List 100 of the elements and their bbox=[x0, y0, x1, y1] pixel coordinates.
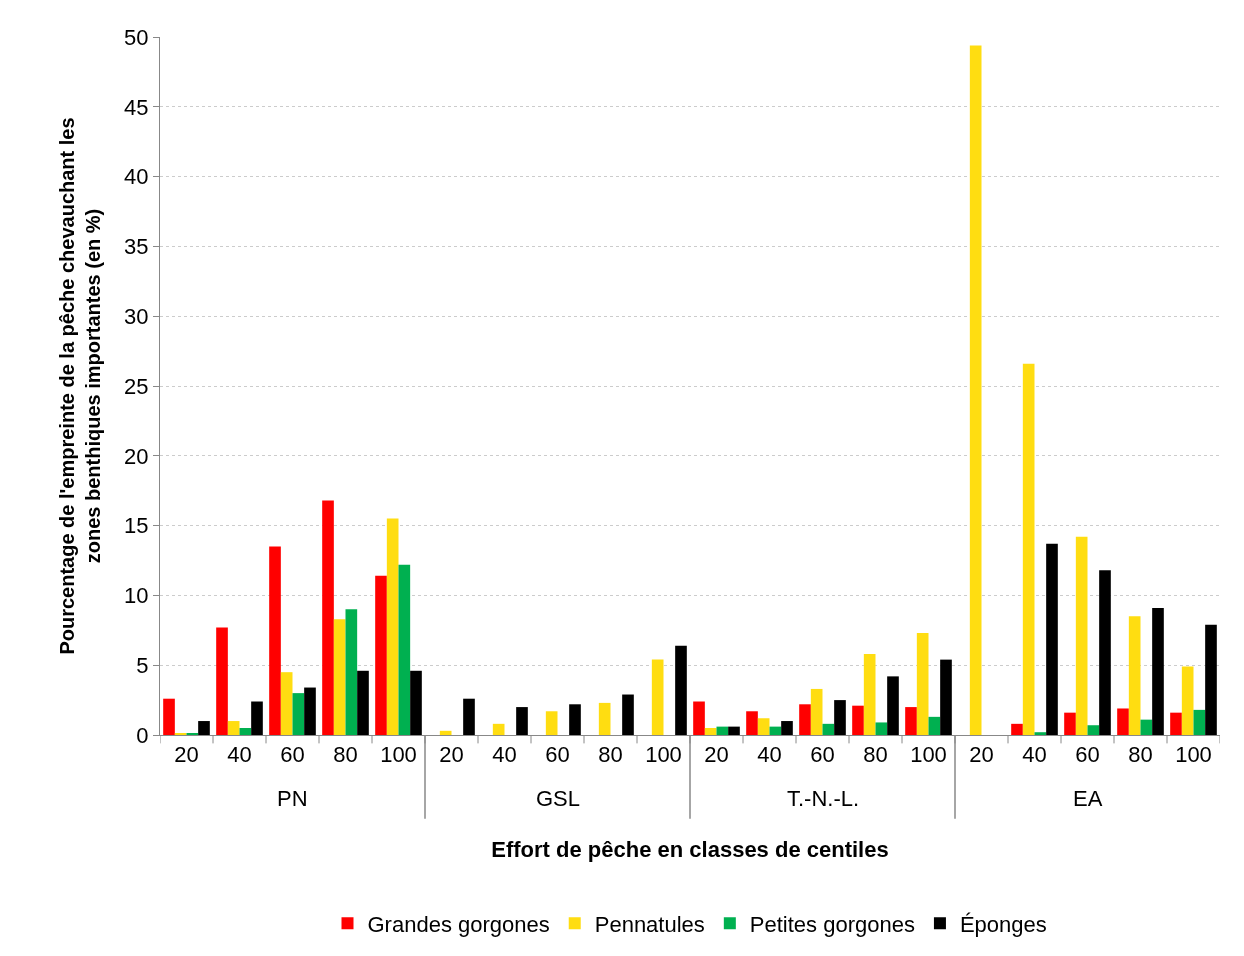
y-axis-title: Pourcentage de l'empreinte de la pêche chevauchant les zones benthiques importantes (en %) bbox=[55, 117, 104, 655]
bar bbox=[292, 693, 305, 735]
y-tick-label: 35 bbox=[124, 234, 149, 260]
text: T.-N.-L. bbox=[787, 786, 860, 811]
bar bbox=[1128, 616, 1141, 735]
bar bbox=[1022, 363, 1035, 735]
x-tick-label: 80 bbox=[1128, 742, 1153, 768]
x-tick-label: 20 bbox=[704, 742, 729, 768]
y-tick-label: 25 bbox=[124, 373, 149, 399]
bar bbox=[651, 659, 664, 735]
bar bbox=[398, 564, 411, 735]
bar bbox=[386, 518, 399, 735]
x-tick-label: 20 bbox=[439, 742, 464, 768]
bar bbox=[1140, 719, 1153, 735]
bar bbox=[875, 722, 888, 735]
bar bbox=[916, 633, 929, 735]
bar bbox=[357, 670, 369, 735]
x-tick-label: 40 bbox=[492, 742, 517, 768]
y-tick-label: 20 bbox=[124, 443, 149, 469]
bar bbox=[810, 688, 823, 735]
bar bbox=[333, 619, 346, 735]
x-tick-label: 80 bbox=[863, 742, 888, 768]
bar bbox=[940, 659, 952, 735]
bar bbox=[704, 728, 717, 735]
bar bbox=[969, 45, 982, 735]
bar bbox=[598, 702, 611, 735]
x-tick-label: 40 bbox=[757, 742, 782, 768]
bar bbox=[1034, 732, 1047, 735]
bar bbox=[251, 701, 263, 735]
text: GSL bbox=[536, 786, 581, 811]
bar bbox=[345, 609, 358, 735]
bar bbox=[1117, 708, 1129, 735]
x-axis-title: Effort de pêche en classes de centiles bbox=[491, 837, 889, 863]
bar bbox=[781, 721, 793, 735]
bar bbox=[1099, 570, 1111, 735]
x-tick-label: 60 bbox=[810, 742, 835, 768]
bar bbox=[887, 676, 899, 735]
bar bbox=[1046, 543, 1058, 735]
bar bbox=[834, 700, 846, 735]
bar bbox=[769, 726, 782, 735]
x-tick-label: 40 bbox=[227, 742, 252, 768]
bar bbox=[852, 705, 864, 735]
text: PN bbox=[277, 786, 308, 811]
bar bbox=[163, 698, 175, 735]
bar bbox=[622, 694, 634, 735]
bar bbox=[1087, 725, 1100, 735]
bar bbox=[375, 575, 387, 735]
x-tick-label: 100 bbox=[910, 742, 947, 768]
bar bbox=[1152, 607, 1164, 735]
bar bbox=[1170, 712, 1182, 735]
legend-label: Éponges bbox=[959, 911, 1047, 937]
bar bbox=[928, 716, 941, 735]
bar bbox=[1181, 666, 1194, 735]
y-tick-label: 0 bbox=[136, 722, 149, 748]
bar bbox=[463, 698, 475, 735]
bar bbox=[516, 707, 528, 735]
x-tick-label: 60 bbox=[1075, 742, 1100, 768]
bar bbox=[227, 721, 240, 735]
bar bbox=[1205, 624, 1217, 735]
bar bbox=[746, 711, 758, 735]
bar bbox=[675, 645, 687, 735]
bar bbox=[304, 687, 316, 735]
y-tick-label: 30 bbox=[124, 303, 149, 329]
bar bbox=[216, 627, 228, 735]
bar bbox=[569, 704, 581, 735]
bar bbox=[799, 704, 811, 735]
y-tick-label: 15 bbox=[124, 513, 149, 539]
y-tick-label: 45 bbox=[124, 94, 149, 120]
y-tick-label: 40 bbox=[124, 164, 149, 190]
bar bbox=[716, 726, 729, 735]
bar bbox=[492, 723, 505, 735]
bar bbox=[1011, 723, 1023, 735]
y-tick-label: 5 bbox=[136, 652, 149, 678]
bar bbox=[1193, 709, 1206, 735]
bar bbox=[863, 654, 876, 735]
x-tick-label: 100 bbox=[380, 742, 417, 768]
bar bbox=[198, 721, 210, 735]
y-tick-label: 50 bbox=[124, 24, 149, 50]
bar bbox=[693, 701, 705, 735]
bar bbox=[280, 672, 293, 735]
x-tick-label: 80 bbox=[598, 742, 623, 768]
legend-label: Grandes gorgones bbox=[367, 911, 550, 937]
legend-label: Pennatules bbox=[594, 911, 705, 937]
bar bbox=[822, 723, 835, 735]
bar bbox=[757, 718, 770, 735]
bar bbox=[1064, 712, 1076, 735]
bar bbox=[1075, 536, 1088, 735]
x-tick-label: 40 bbox=[1022, 742, 1047, 768]
bar bbox=[905, 707, 917, 735]
x-tick-label: 20 bbox=[174, 742, 199, 768]
x-tick-label: 20 bbox=[969, 742, 994, 768]
x-tick-label: 100 bbox=[645, 742, 682, 768]
bar bbox=[410, 670, 422, 735]
bar bbox=[728, 726, 740, 735]
bar bbox=[239, 728, 252, 735]
x-tick-label: 60 bbox=[280, 742, 305, 768]
bar bbox=[269, 546, 281, 735]
x-tick-label: 60 bbox=[545, 742, 570, 768]
x-tick-label: 80 bbox=[333, 742, 358, 768]
bar bbox=[439, 730, 452, 735]
